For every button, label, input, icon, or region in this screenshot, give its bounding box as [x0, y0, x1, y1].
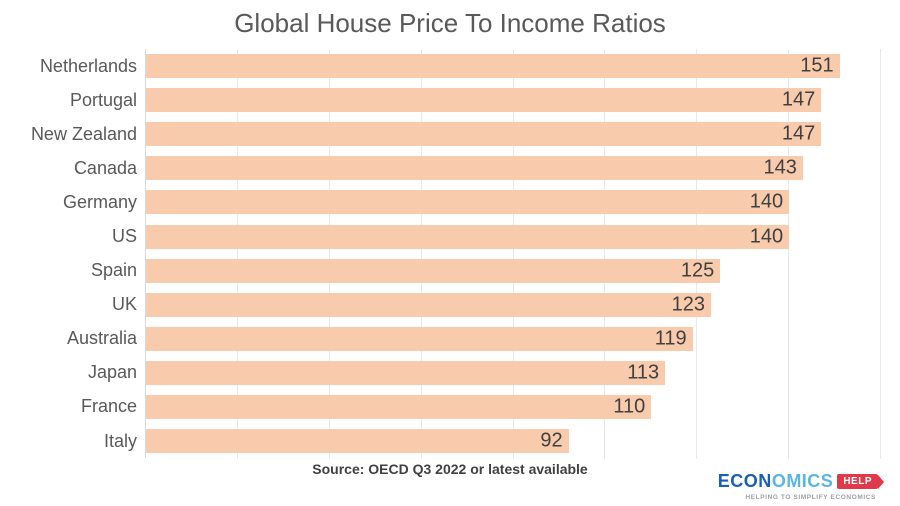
category-label: New Zealand	[20, 124, 145, 145]
bar-value-label: 110	[613, 395, 645, 418]
bar-row: Australia 119	[20, 322, 880, 356]
bar: 143	[146, 156, 803, 180]
category-label: Netherlands	[20, 56, 145, 77]
category-label: Portugal	[20, 90, 145, 111]
bar-row: Portugal 147	[20, 83, 880, 117]
bar-track: 147	[145, 117, 880, 151]
bar: 110	[146, 395, 651, 419]
bar-value-label: 143	[764, 157, 797, 180]
bar: 92	[146, 429, 569, 453]
bar-row: Germany 140	[20, 185, 880, 219]
category-label: Italy	[20, 431, 145, 452]
bar-track: 143	[145, 151, 880, 185]
bar-row: Canada 143	[20, 151, 880, 185]
bar-row: UK 123	[20, 288, 880, 322]
bar-value-label: 140	[750, 191, 783, 214]
bar: 119	[146, 327, 693, 351]
bar: 140	[146, 225, 789, 249]
category-label: Canada	[20, 158, 145, 179]
bar: 147	[146, 122, 821, 146]
bar-value-label: 119	[655, 327, 687, 350]
category-label: UK	[20, 294, 145, 315]
bar-row: Netherlands 151	[20, 49, 880, 83]
bar-value-label: 151	[800, 55, 833, 78]
brand-logo: ECONOMICS HELP	[718, 471, 878, 492]
logo-text-1: ECON	[718, 471, 772, 492]
bar-track: 140	[145, 185, 880, 219]
bar-track: 123	[145, 288, 880, 322]
logo-subtitle: HELPING TO SIMPLIFY ECONOMICS	[745, 494, 876, 501]
bar-track: 151	[145, 49, 880, 83]
category-label: Australia	[20, 328, 145, 349]
bar-value-label: 113	[627, 361, 659, 384]
logo-text-2: OMICS	[772, 471, 834, 492]
category-label: US	[20, 226, 145, 247]
bar-track: 119	[145, 322, 880, 356]
bar: 151	[146, 54, 840, 78]
bar-row: US 140	[20, 219, 880, 253]
category-label: Germany	[20, 192, 145, 213]
bar: 125	[146, 259, 720, 283]
plot-area: Netherlands 151 Portugal 147 New Zealand 147 C…	[20, 49, 880, 459]
bar-track: 147	[145, 83, 880, 117]
gridline	[880, 49, 881, 459]
bar-row: New Zealand 147	[20, 117, 880, 151]
chart-container: Global House Price To Income Ratios Neth…	[0, 0, 900, 506]
logo-tag: HELP	[837, 474, 878, 489]
bar: 123	[146, 293, 711, 317]
chart-title: Global House Price To Income Ratios	[20, 8, 880, 39]
bar: 147	[146, 88, 821, 112]
bars-group: Netherlands 151 Portugal 147 New Zealand 147 C…	[20, 49, 880, 458]
bar-row: Italy 92	[20, 424, 880, 458]
bar: 140	[146, 190, 789, 214]
bar-value-label: 147	[782, 89, 815, 112]
category-label: Japan	[20, 362, 145, 383]
bar-value-label: 140	[750, 225, 783, 248]
bar: 113	[146, 361, 665, 385]
category-label: France	[20, 396, 145, 417]
bar-value-label: 125	[681, 259, 714, 282]
bar-value-label: 123	[672, 293, 705, 316]
bar-row: Spain 125	[20, 254, 880, 288]
bar-track: 140	[145, 219, 880, 253]
bar-value-label: 147	[782, 123, 815, 146]
bar-track: 110	[145, 390, 880, 424]
bar-track: 125	[145, 254, 880, 288]
bar-row: France 110	[20, 390, 880, 424]
category-label: Spain	[20, 260, 145, 281]
bar-row: Japan 113	[20, 356, 880, 390]
bar-track: 92	[145, 424, 880, 458]
bar-value-label: 92	[540, 430, 562, 453]
bar-track: 113	[145, 356, 880, 390]
